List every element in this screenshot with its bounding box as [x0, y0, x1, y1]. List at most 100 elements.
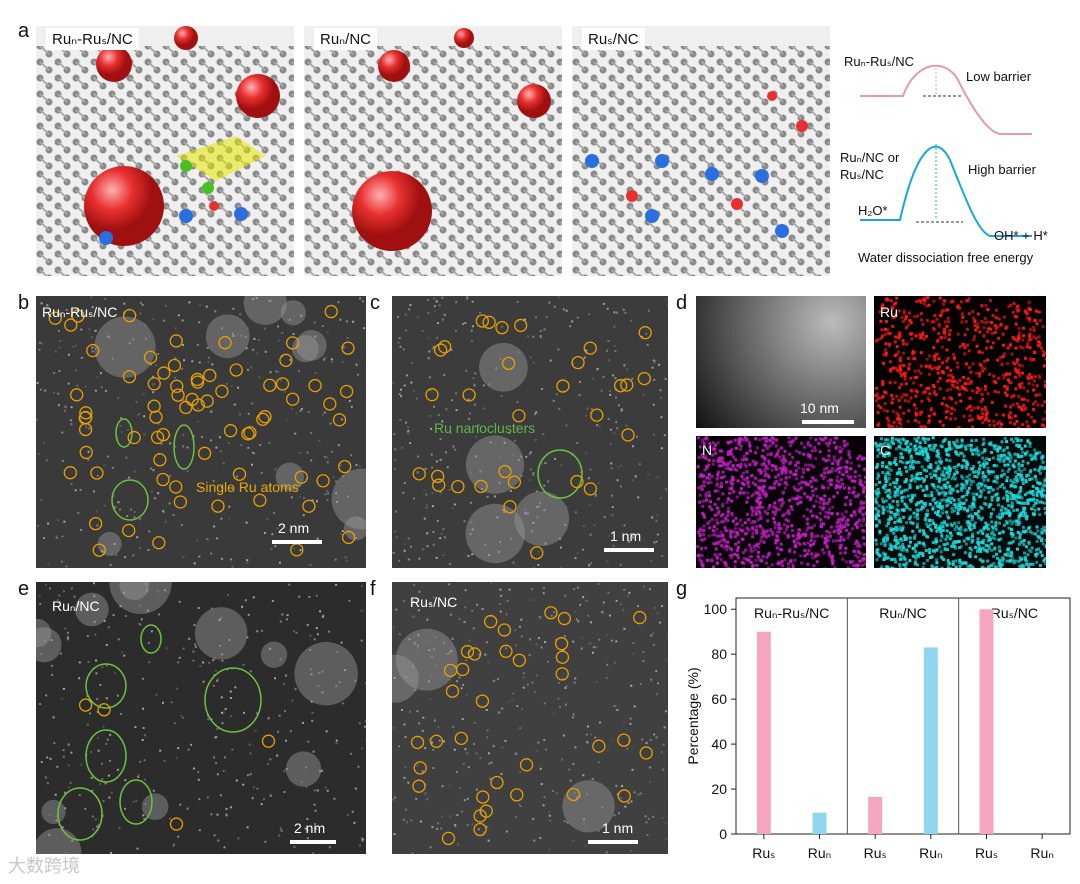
noise-speck: [643, 546, 646, 549]
eds-dot: [898, 565, 902, 568]
eds-dot: [865, 523, 866, 527]
noise-speck: [505, 647, 508, 650]
noise-speck: [163, 589, 166, 592]
noise-speck: [453, 748, 456, 751]
noise-speck: [132, 338, 135, 341]
eds-dot: [860, 457, 864, 461]
noise-speck: [395, 536, 398, 539]
eds-dot: [897, 546, 901, 550]
single-atom-circle: [338, 459, 352, 474]
single-atom-circle: [143, 350, 158, 364]
noise-speck: [456, 680, 459, 683]
eds-dot: [881, 395, 885, 399]
eds-dot: [850, 479, 854, 483]
eds-dot: [805, 528, 809, 532]
noise-speck: [43, 537, 46, 540]
noise-speck: [564, 703, 567, 706]
noise-speck: [267, 763, 270, 766]
eds-dot: [778, 482, 782, 486]
eds-dot: [1044, 357, 1046, 361]
eds-dot: [928, 519, 932, 523]
noise-speck: [57, 392, 60, 395]
eds-dot: [812, 465, 816, 469]
eds-dot: [1008, 491, 1012, 495]
eds-dot: [883, 552, 887, 556]
eds-dot: [838, 521, 842, 525]
eds-dot: [1020, 463, 1024, 467]
eds-dot: [971, 310, 975, 314]
eds-dot: [1038, 344, 1042, 348]
eds-dot: [782, 513, 786, 517]
eds-dot: [949, 368, 953, 372]
eds-dot: [747, 528, 751, 532]
eds-dot: [750, 494, 754, 498]
eds-dot: [984, 521, 988, 525]
eds-dot: [740, 437, 744, 441]
noise-speck: [164, 520, 167, 523]
eds-dot: [1036, 501, 1040, 505]
eds-dot: [1017, 371, 1021, 375]
eds-dot: [946, 308, 950, 312]
noise-speck: [125, 456, 128, 459]
eds-dot: [783, 531, 787, 535]
noise-speck: [487, 661, 490, 664]
eds-dot: [893, 515, 897, 519]
eds-dot: [913, 418, 917, 422]
eds-dot: [968, 365, 972, 369]
noise-speck: [405, 421, 408, 424]
noise-speck: [86, 723, 89, 726]
eds-dot: [818, 437, 822, 441]
eds-dot: [883, 327, 887, 331]
eds-dot: [989, 512, 993, 516]
eds-dot: [1002, 373, 1006, 377]
noise-speck: [310, 700, 313, 703]
eds-dot: [883, 536, 887, 540]
noise-speck: [274, 545, 277, 548]
eds-dot: [911, 466, 915, 470]
noise-speck: [91, 346, 94, 349]
noise-speck: [178, 600, 181, 603]
stem-e-annotations: [36, 582, 366, 854]
noise-speck: [474, 403, 477, 406]
eds-dot: [941, 423, 945, 427]
noise-speck: [174, 376, 177, 379]
noise-speck: [89, 712, 92, 715]
eds-dot: [1011, 310, 1015, 314]
eds-dot: [793, 487, 797, 491]
noise-speck: [533, 690, 536, 693]
noise-speck: [59, 652, 62, 655]
single-atom-circle: [412, 467, 426, 481]
eds-dot: [976, 547, 980, 551]
noise-speck: [335, 651, 338, 654]
eds-dot: [934, 539, 938, 543]
eds-dot: [743, 436, 747, 440]
eds-dot: [996, 457, 1000, 461]
eds-dot: [902, 555, 906, 559]
eds-dot: [719, 530, 723, 534]
eds-dot: [859, 480, 863, 484]
noise-speck: [87, 450, 90, 453]
eds-dot: [991, 536, 995, 540]
noise-speck: [247, 412, 250, 415]
eds-dot: [891, 306, 895, 310]
eds-dot: [731, 519, 735, 523]
noise-speck: [199, 665, 202, 668]
eds-dot: [904, 465, 908, 469]
eds-dot: [999, 508, 1003, 512]
noise-speck: [105, 643, 108, 646]
eds-dot: [992, 374, 996, 378]
noise-speck: [642, 659, 645, 662]
eds-dot: [1027, 565, 1031, 568]
noise-speck: [650, 559, 653, 562]
eds-dot: [838, 485, 842, 489]
eds-dot: [744, 464, 748, 468]
noise-speck: [582, 774, 585, 777]
noise-speck: [402, 348, 405, 351]
eds-dot: [847, 486, 851, 490]
eds-dot: [971, 538, 975, 542]
eds-dot: [945, 458, 949, 462]
noise-speck: [660, 751, 663, 754]
eds-dot: [778, 507, 782, 511]
eds-dot: [877, 395, 881, 399]
noise-speck: [103, 504, 106, 507]
